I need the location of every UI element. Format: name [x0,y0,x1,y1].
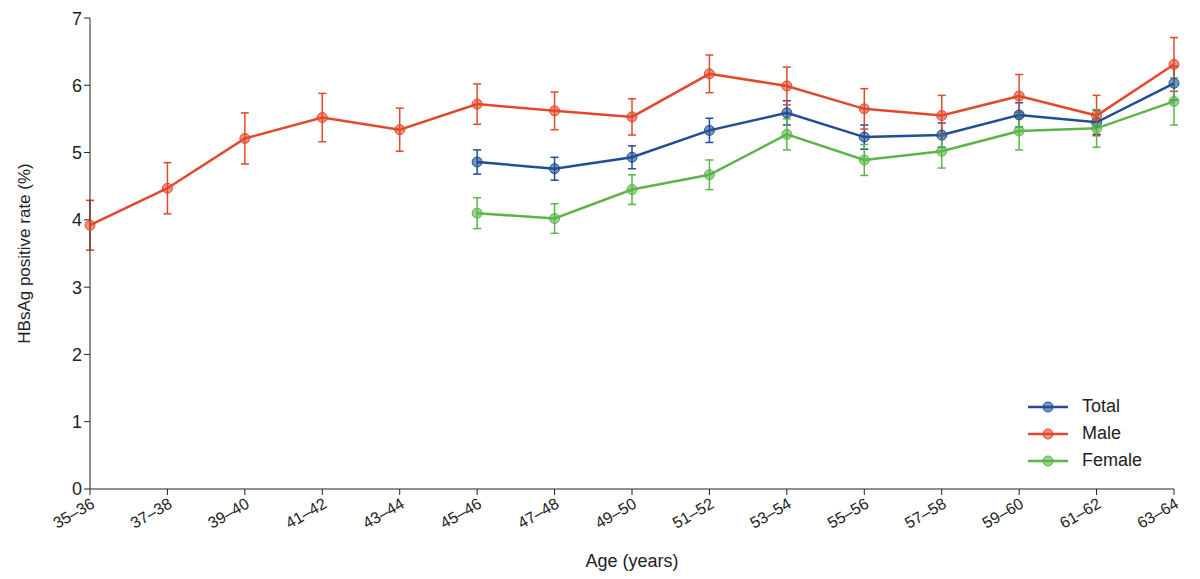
html-text:Male: Male [1082,423,1121,443]
svg-text:61–62: 61–62 [1057,495,1104,532]
svg-text:47–48: 47–48 [515,495,562,532]
svg-text:45–46: 45–46 [437,495,484,532]
svg-text:35–36: 35–36 [50,495,97,532]
svg-text:59–60: 59–60 [979,495,1026,532]
svg-text:3: 3 [72,278,82,298]
svg-text:Age (years): Age (years) [585,551,678,571]
svg-text:7: 7 [72,9,82,29]
svg-text:6: 6 [72,76,82,96]
svg-text:63–64: 63–64 [1134,495,1181,532]
svg-text:49–50: 49–50 [592,495,639,532]
svg-text:51–52: 51–52 [670,495,717,532]
svg-text:55–56: 55–56 [824,495,871,532]
svg-text:41–42: 41–42 [282,495,329,532]
svg-text:53–54: 53–54 [747,495,794,532]
svg-text:5: 5 [72,143,82,163]
svg-text:37–38: 37–38 [128,495,175,532]
svg-text:57–58: 57–58 [902,495,949,532]
html-text:Female: Female [1082,450,1142,470]
svg-text:43–44: 43–44 [360,495,407,532]
html-text:Total: Total [1082,396,1120,416]
svg-text:2: 2 [72,345,82,365]
svg-text:1: 1 [72,412,82,432]
svg-text:HBsAg positive rate (%): HBsAg positive rate (%) [15,163,34,343]
svg-text:0: 0 [72,479,82,499]
svg-text:39–40: 39–40 [205,495,252,532]
svg-text:4: 4 [72,210,82,230]
